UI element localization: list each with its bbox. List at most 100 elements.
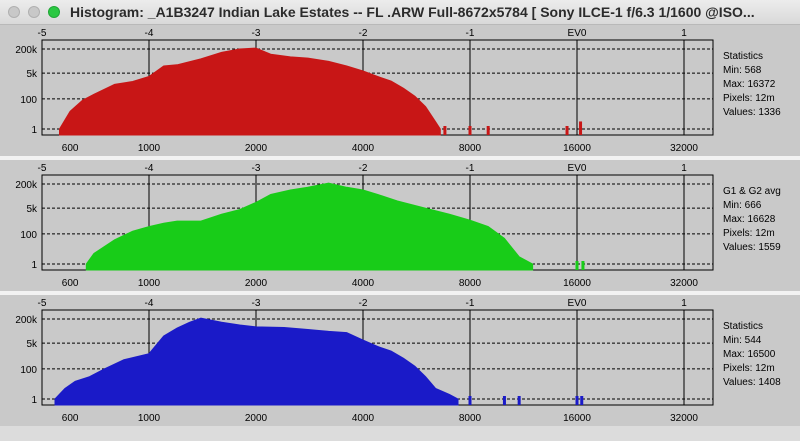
- green-channel-panel: 200k 5k 100 1 -5 -4 -3 -2 -1 EV0 1 600 1000 2000 4000 8…: [0, 160, 800, 291]
- ev-tick-label: -3: [252, 163, 261, 174]
- red-histogram-chart: 200k 5k 100 1 -5 -4 -3 -2 -1 EV0 1 600 1000 2000 4000 8…: [15, 28, 714, 154]
- value-tick-label: 2000: [245, 413, 268, 424]
- blue-stats: Statistics Min: 544 Max: 16500 Pixels: 1…: [723, 320, 781, 390]
- ev-tick-label: -3: [252, 298, 261, 309]
- stats-values: Values: 1559: [723, 242, 781, 253]
- stats-values: Values: 1336: [723, 107, 781, 118]
- panel-divider: [0, 156, 800, 160]
- blue-channel-panel: 200k 5k 100 1 -5 -4 -3 -2 -1 EV0 1 600 1000 2000 4000 8…: [0, 295, 800, 426]
- stats-pixels: Pixels: 12m: [723, 93, 775, 104]
- histogram-spike: [468, 396, 472, 405]
- stats-min: Min: 666: [723, 200, 762, 211]
- value-tick-label: 1000: [138, 413, 161, 424]
- ev-tick-label: -2: [359, 298, 368, 309]
- histogram-spike: [468, 126, 472, 135]
- red-histogram-area: [59, 47, 441, 136]
- minimize-window-button[interactable]: [28, 6, 40, 18]
- histogram-spike: [581, 261, 585, 270]
- value-tick-label: 16000: [563, 143, 591, 154]
- stats-min: Min: 544: [723, 335, 762, 346]
- stats-pixels: Pixels: 12m: [723, 228, 775, 239]
- ev-tick-label: -4: [145, 28, 154, 39]
- stats-max: Max: 16372: [723, 79, 776, 90]
- y-tick-label: 5k: [26, 339, 38, 350]
- y-tick-label: 200k: [15, 45, 38, 56]
- blue-histogram-chart: 200k 5k 100 1 -5 -4 -3 -2 -1 EV0 1 600 1000 2000 4000 8…: [15, 298, 714, 424]
- ev-tick-label: -1: [466, 28, 475, 39]
- ev-tick-label: 1: [681, 28, 687, 39]
- value-tick-label: 4000: [352, 143, 375, 154]
- y-tick-label: 1: [31, 125, 37, 136]
- stats-max: Max: 16628: [723, 214, 776, 225]
- y-tick-label: 5k: [26, 69, 38, 80]
- ev-tick-label: EV0: [568, 163, 587, 174]
- value-tick-label: 600: [62, 278, 79, 289]
- value-tick-label: 2000: [245, 278, 268, 289]
- close-window-button[interactable]: [8, 6, 20, 18]
- window-title: Histogram: _A1B3247 Indian Lake Estates …: [70, 4, 755, 20]
- ev-tick-label: EV0: [568, 28, 587, 39]
- ev-tick-label: -1: [466, 163, 475, 174]
- green-histogram-chart: 200k 5k 100 1 -5 -4 -3 -2 -1 EV0 1 600 1000 2000 4000 8…: [15, 163, 714, 289]
- ev-tick-label: -4: [145, 298, 154, 309]
- red-channel-panel: 200k 5k 100 1 -5 -4 -3 -2 -1 EV0 1 600 1000 2000 4000 8…: [0, 25, 800, 156]
- ev-tick-label: -4: [145, 163, 154, 174]
- ev-tick-label: -5: [38, 28, 47, 39]
- ev-tick-label: -5: [38, 163, 47, 174]
- histogram-spike: [575, 396, 579, 405]
- histogram-spike: [502, 396, 506, 405]
- histogram-spike: [517, 396, 521, 405]
- value-tick-label: 600: [62, 413, 79, 424]
- value-tick-label: 8000: [459, 413, 482, 424]
- value-tick-label: 32000: [670, 143, 698, 154]
- y-tick-label: 1: [31, 260, 37, 271]
- green-stats: G1 & G2 avg Min: 666 Max: 16628 Pixels: …: [723, 185, 781, 255]
- value-tick-label: 16000: [563, 413, 591, 424]
- value-tick-label: 8000: [459, 143, 482, 154]
- histogram-panels: 200k 5k 100 1 -5 -4 -3 -2 -1 EV0 1 600 1000 2000 4000 8…: [0, 25, 800, 441]
- value-tick-label: 4000: [352, 413, 375, 424]
- value-tick-label: 32000: [670, 278, 698, 289]
- stats-values: Values: 1408: [723, 377, 781, 388]
- value-tick-label: 32000: [670, 413, 698, 424]
- value-tick-label: 1000: [138, 143, 161, 154]
- stats-heading: Statistics: [723, 321, 764, 332]
- ev-tick-label: -5: [38, 298, 47, 309]
- value-tick-label: 2000: [245, 143, 268, 154]
- y-tick-label: 1: [31, 395, 37, 406]
- ev-tick-label: 1: [681, 163, 687, 174]
- histogram-spike: [575, 261, 579, 270]
- y-tick-label: 100: [20, 365, 37, 376]
- title-bar: Histogram: _A1B3247 Indian Lake Estates …: [0, 0, 800, 25]
- ev-tick-label: EV0: [568, 298, 587, 309]
- panel-divider: [0, 291, 800, 295]
- value-tick-label: 16000: [563, 278, 591, 289]
- ev-tick-label: 1: [681, 298, 687, 309]
- histogram-spike: [443, 126, 447, 135]
- histogram-spike: [486, 126, 490, 135]
- blue-histogram-area: [54, 317, 459, 406]
- ev-tick-label: -2: [359, 163, 368, 174]
- y-tick-label: 5k: [26, 204, 38, 215]
- value-tick-label: 600: [62, 143, 79, 154]
- ev-tick-label: -1: [466, 298, 475, 309]
- stats-max: Max: 16500: [723, 349, 776, 360]
- y-tick-label: 100: [20, 95, 37, 106]
- red-stats: Statistics Min: 568 Max: 16372 Pixels: 1…: [723, 50, 781, 120]
- ev-tick-label: -2: [359, 28, 368, 39]
- y-tick-label: 200k: [15, 180, 38, 191]
- stats-heading: Statistics: [723, 51, 764, 62]
- green-histogram-area: [85, 182, 534, 271]
- value-tick-label: 4000: [352, 278, 375, 289]
- histogram-spike: [565, 126, 569, 135]
- zoom-window-button[interactable]: [48, 6, 60, 18]
- value-tick-label: 1000: [138, 278, 161, 289]
- stats-min: Min: 568: [723, 65, 762, 76]
- stats-pixels: Pixels: 12m: [723, 363, 775, 374]
- value-tick-label: 8000: [459, 278, 482, 289]
- y-tick-label: 200k: [15, 315, 38, 326]
- ev-tick-label: -3: [252, 28, 261, 39]
- stats-heading: G1 & G2 avg: [723, 186, 781, 197]
- histogram-spike: [579, 121, 583, 135]
- histogram-spike: [580, 396, 584, 405]
